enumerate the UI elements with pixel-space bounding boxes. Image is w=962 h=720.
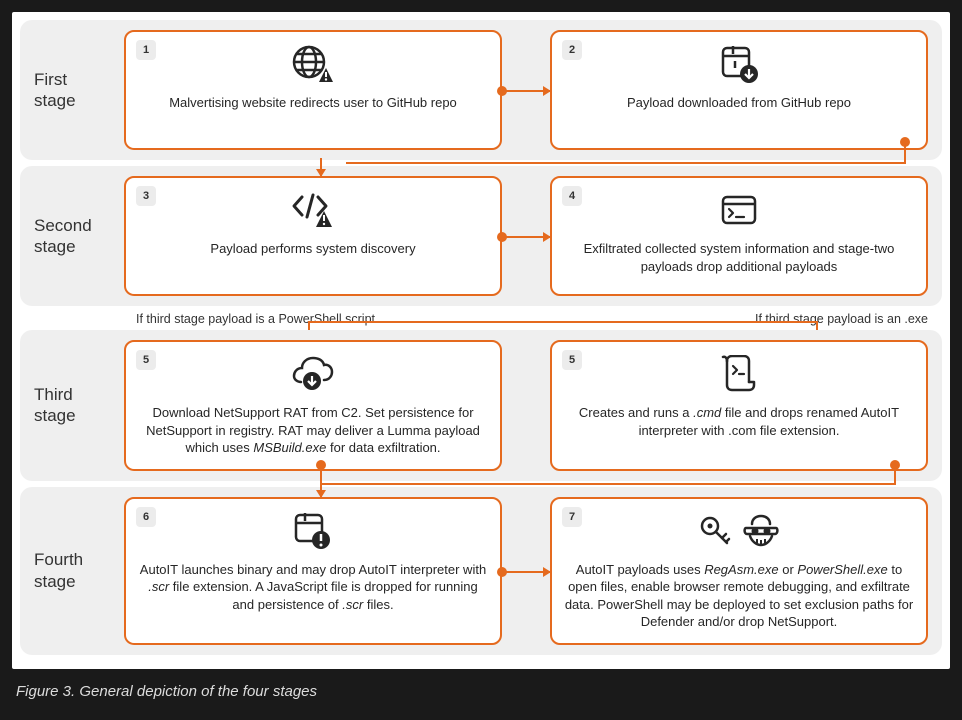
code-warning-icon: [290, 190, 336, 230]
card-text: Malvertising website redirects user to G…: [169, 94, 457, 112]
stage-label-2: Secondstage: [34, 215, 124, 258]
card-5b: 5 Creates and runs a .cmd file and drops…: [550, 340, 928, 471]
branch-left-label: If third stage payload is a PowerShell s…: [136, 312, 375, 326]
card-4: 4 Exfiltrated collected system informati…: [550, 176, 928, 296]
connector-v: [894, 465, 896, 485]
connector-arrow: [502, 236, 550, 238]
stage-row-1: Firststage 1 Malvertisi: [20, 20, 942, 160]
card-number: 4: [562, 186, 582, 206]
card-number: 5: [136, 350, 156, 370]
key-spy-icon: [698, 511, 780, 551]
card-number: 5: [562, 350, 582, 370]
card-number: 3: [136, 186, 156, 206]
stage-label-1: Firststage: [34, 69, 124, 112]
card-7: 7: [550, 497, 928, 645]
stage-row-4: Fourthstage 6 AutoIT launches binary a: [20, 487, 942, 655]
card-text: AutoIT payloads uses RegAsm.exe or Power…: [564, 561, 914, 631]
card-1: 1 Malvertising website redirects user to…: [124, 30, 502, 150]
card-6: 6 AutoIT launches binary and may drop Au…: [124, 497, 502, 645]
stage-label-3: Thirdstage: [34, 384, 124, 427]
card-number: 1: [136, 40, 156, 60]
cards-area-3: 5 Download NetSupport RAT from C2. Set p…: [124, 340, 928, 471]
card-text: Exfiltrated collected system information…: [564, 240, 914, 275]
card-text: Payload downloaded from GitHub repo: [627, 94, 851, 112]
card-text: Creates and runs a .cmd file and drops r…: [564, 404, 914, 439]
connector-h: [320, 483, 896, 485]
card-5a: 5 Download NetSupport RAT from C2. Set p…: [124, 340, 502, 471]
card-3: 3 Payload performs system discovery: [124, 176, 502, 296]
card-number: 2: [562, 40, 582, 60]
terminal-icon: [719, 190, 759, 230]
cards-area-2: 3 Payload performs system discovery 4: [124, 176, 928, 296]
branch-row: If third stage payload is a PowerShell s…: [20, 312, 942, 326]
connector-v: [320, 479, 322, 497]
connector-h: [308, 321, 818, 323]
globe-warning-icon: [291, 44, 335, 84]
stage-row-3: Thirdstage 5 Download NetSupport RAT fro…: [20, 330, 942, 481]
card-number: 7: [562, 507, 582, 527]
stage-row-2: Secondstage 3 Payload performs system di…: [20, 166, 942, 306]
card-number: 6: [136, 507, 156, 527]
script-icon: [719, 354, 759, 394]
stage-label-4: Fourthstage: [34, 549, 124, 592]
connector-v: [320, 158, 322, 176]
card-text: Payload performs system discovery: [210, 240, 415, 258]
diagram-wrapper: Firststage 1 Malvertisi: [12, 12, 950, 669]
cards-area-1: 1 Malvertising website redirects user to…: [124, 30, 928, 150]
card-text: Download NetSupport RAT from C2. Set per…: [138, 404, 488, 457]
cloud-download-icon: [290, 354, 336, 394]
connector-arrow: [502, 571, 550, 573]
card-2: 2 Payload downloaded from GitHub repo: [550, 30, 928, 150]
connector-arrow: [502, 90, 550, 92]
download-warning-icon: [717, 44, 761, 84]
connector-v: [904, 142, 906, 164]
window-alert-icon: [291, 511, 335, 551]
branch-right-label: If third stage payload is an .exe: [755, 312, 928, 326]
connector-h: [346, 162, 906, 164]
figure-caption: Figure 3. General depiction of the four …: [16, 683, 950, 700]
cards-area-4: 6 AutoIT launches binary and may drop Au…: [124, 497, 928, 645]
card-text: AutoIT launches binary and may drop Auto…: [138, 561, 488, 614]
